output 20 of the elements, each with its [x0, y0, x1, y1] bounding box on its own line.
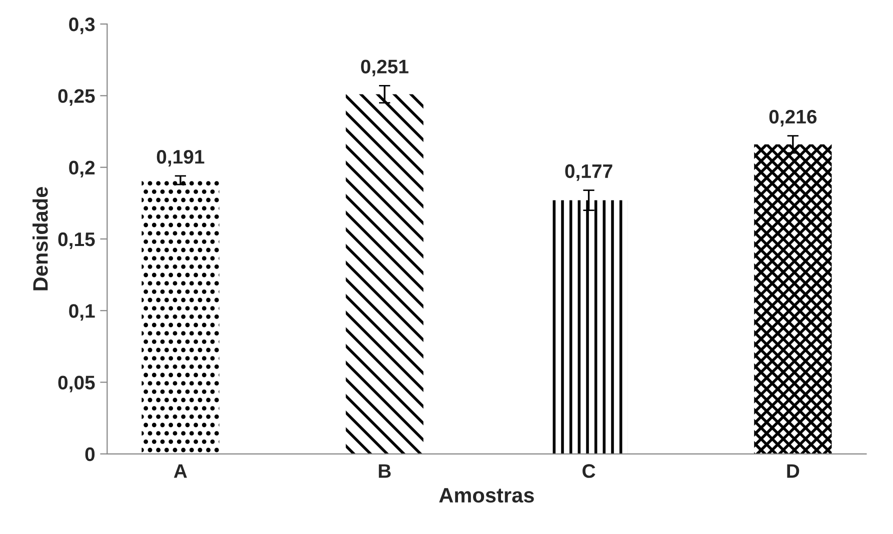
- y-tick-label: 0,2: [69, 160, 95, 178]
- bar: [346, 94, 424, 454]
- data-label: 0,216: [769, 110, 817, 126]
- bar: [142, 180, 220, 454]
- y-tick-label: 0,3: [69, 18, 95, 34]
- y-axis-title: Densidade: [32, 186, 48, 290]
- x-tick-label: A: [174, 464, 187, 478]
- data-label: 0,191: [156, 150, 204, 167]
- x-axis-title: Amostras: [439, 488, 534, 503]
- x-tick-label: D: [787, 464, 800, 478]
- x-tick-label: B: [378, 464, 391, 478]
- x-tick-label: C: [582, 464, 596, 478]
- y-tick-label: 0: [85, 447, 95, 462]
- y-tick-label: 0,1: [69, 304, 95, 321]
- data-label: 0,251: [361, 60, 408, 76]
- bar: [754, 144, 832, 454]
- y-tick-label: 0,25: [58, 89, 95, 106]
- data-label: 0,177: [565, 164, 612, 181]
- y-tick-label: 0,05: [58, 376, 95, 392]
- y-tick-label: 0,15: [58, 232, 95, 250]
